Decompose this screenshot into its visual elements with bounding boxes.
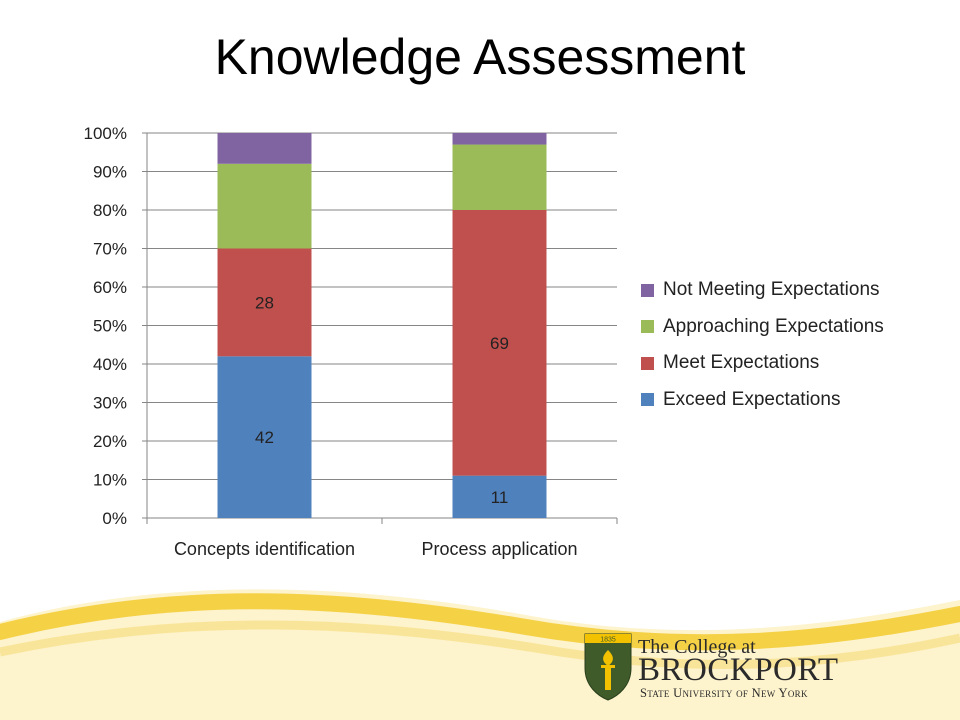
legend-label: Not Meeting Expectations bbox=[663, 279, 880, 301]
legend-item: Exceed Expectations bbox=[641, 382, 884, 419]
college-logo: 1835 The College at BROCKPORT State Univ… bbox=[582, 632, 838, 702]
y-tick-label: 10% bbox=[93, 471, 127, 490]
legend-swatch bbox=[641, 393, 654, 407]
bar-segment bbox=[452, 210, 547, 476]
y-tick-label: 60% bbox=[93, 278, 127, 297]
x-category-label: Concepts identification bbox=[174, 539, 355, 559]
bar-segment bbox=[452, 144, 547, 210]
data-label: 28 bbox=[255, 293, 274, 312]
badge-year: 1835 bbox=[600, 637, 616, 644]
data-label: 42 bbox=[255, 428, 274, 447]
legend-item: Meet Expectations bbox=[641, 345, 884, 382]
legend-swatch bbox=[641, 356, 654, 370]
y-tick-label: 100% bbox=[84, 124, 127, 143]
bar-segment bbox=[452, 475, 547, 518]
legend-item: Approaching Expectations bbox=[641, 309, 884, 346]
legend-swatch bbox=[641, 283, 654, 297]
logo-text-college: The College at bbox=[638, 636, 756, 658]
x-category-label: Process application bbox=[421, 539, 577, 559]
y-tick-label: 30% bbox=[93, 394, 127, 413]
logo-text-brockport: BROCKPORT bbox=[638, 652, 839, 688]
torch-shield-icon: 1835 bbox=[584, 633, 632, 701]
bar-segment bbox=[217, 356, 312, 518]
chart-legend: Not Meeting Expectations Approaching Expe… bbox=[641, 272, 884, 418]
y-tick-label: 40% bbox=[93, 355, 127, 374]
bar-segment bbox=[452, 133, 547, 145]
bar-segment bbox=[217, 163, 312, 249]
slide-title: Knowledge Assessment bbox=[214, 29, 746, 85]
decorative-wave bbox=[0, 589, 960, 720]
bar-segment bbox=[217, 133, 312, 164]
legend-swatch bbox=[641, 320, 654, 334]
y-tick-label: 50% bbox=[93, 317, 127, 336]
bar-segment bbox=[217, 248, 312, 357]
legend-item: Not Meeting Expectations bbox=[641, 272, 884, 309]
data-label: 11 bbox=[491, 488, 509, 507]
y-tick-label: 0% bbox=[102, 509, 127, 528]
y-tick-label: 20% bbox=[93, 432, 127, 451]
logo-text-suny: State University of New York bbox=[640, 686, 808, 700]
stacked-bar-chart: 0% 10% 20% 30% 40% 50% 60% 70% 80% 90% 100% 42 28 Con… bbox=[84, 124, 618, 559]
y-tick-label: 90% bbox=[93, 163, 127, 182]
data-label: 69 bbox=[490, 334, 509, 353]
y-tick-label: 70% bbox=[93, 240, 127, 259]
legend-label: Exceed Expectations bbox=[663, 388, 841, 410]
legend-label: Meet Expectations bbox=[663, 352, 820, 374]
y-tick-label: 80% bbox=[93, 201, 127, 220]
legend-label: Approaching Expectations bbox=[663, 315, 884, 337]
